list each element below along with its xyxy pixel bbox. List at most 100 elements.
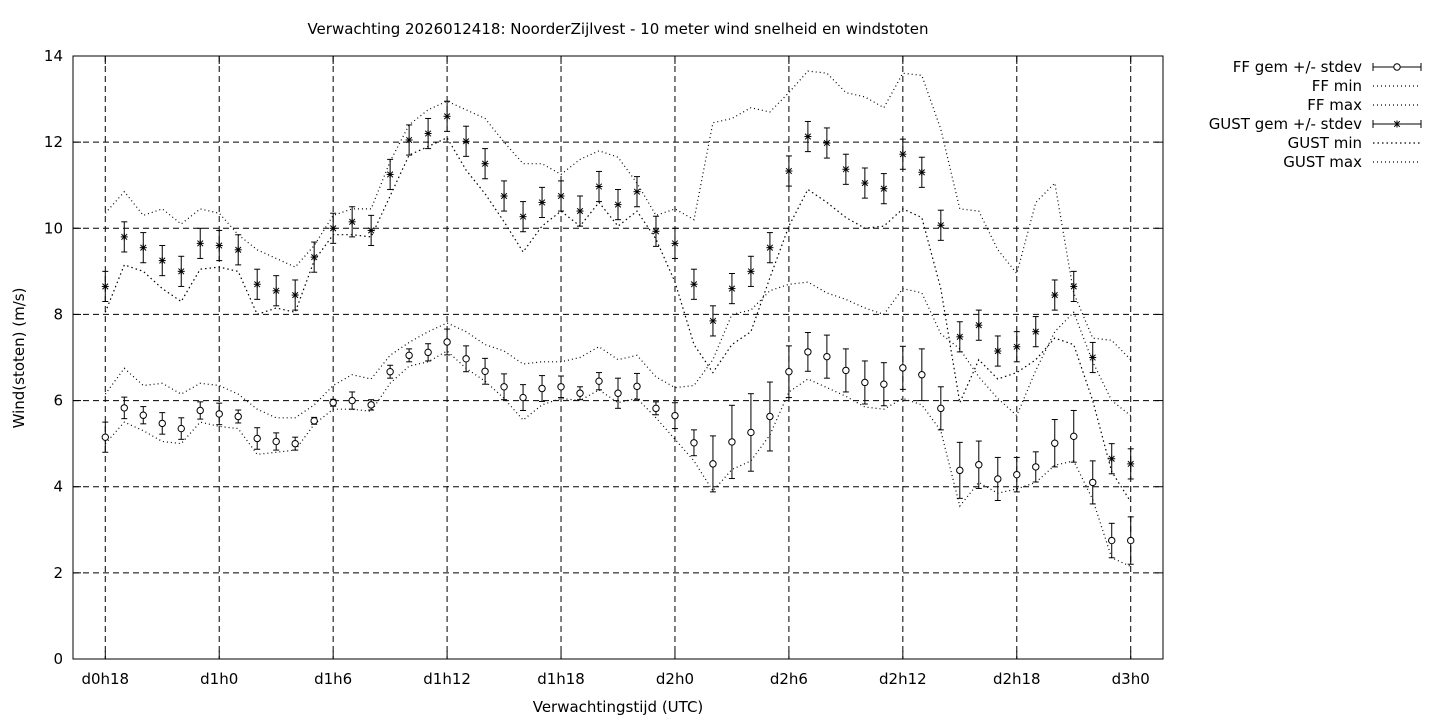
data-point xyxy=(1013,470,1021,479)
data-point xyxy=(956,466,964,475)
y-tick-label: 10 xyxy=(44,219,63,237)
series-layer xyxy=(101,70,1135,567)
data-point xyxy=(614,201,622,208)
legend-label: GUST min xyxy=(1288,134,1362,152)
data-point xyxy=(1089,354,1096,361)
legend-label: GUST gem +/- stdev xyxy=(1209,115,1362,133)
data-point xyxy=(197,240,204,247)
data-point xyxy=(842,166,850,173)
data-point xyxy=(500,192,508,200)
data-point xyxy=(102,283,109,290)
data-point xyxy=(216,242,223,249)
data-point xyxy=(500,383,508,391)
y-tick-label: 2 xyxy=(53,564,63,582)
data-point xyxy=(1108,536,1116,545)
data-point xyxy=(823,352,831,361)
data-point xyxy=(728,438,736,446)
data-point xyxy=(139,411,147,419)
y-tick-label: 4 xyxy=(53,478,63,496)
x-tick-label: d0h18 xyxy=(81,670,129,688)
data-point xyxy=(348,396,356,405)
data-point xyxy=(1070,283,1077,290)
data-point xyxy=(690,281,698,288)
data-point xyxy=(538,199,546,206)
data-point xyxy=(652,228,660,235)
x-tick-label: d2h18 xyxy=(993,670,1041,688)
y-axis-label: Wind(stoten) (m/s) xyxy=(10,288,28,429)
series-ff-min xyxy=(104,350,1131,567)
data-point xyxy=(158,419,166,428)
x-tick-label: d1h18 xyxy=(537,670,585,688)
data-point xyxy=(937,404,945,413)
data-point xyxy=(728,285,736,292)
data-point xyxy=(405,136,413,144)
data-point xyxy=(937,222,944,229)
data-point xyxy=(253,434,261,443)
data-point xyxy=(899,364,907,372)
data-point xyxy=(196,406,204,415)
chart-title: Verwachting 2026012418: NoorderZijlvest … xyxy=(307,20,928,38)
x-tick-label: d3h0 xyxy=(1112,670,1150,688)
data-point xyxy=(291,439,299,448)
series-gust-max xyxy=(104,70,1132,361)
series-line-ff-min xyxy=(104,350,1131,567)
x-tick-label: d1h12 xyxy=(423,670,471,688)
data-point xyxy=(140,244,147,251)
data-point xyxy=(709,317,717,325)
y-tick-label: 8 xyxy=(53,305,63,323)
data-point xyxy=(386,171,394,178)
plot-frame xyxy=(72,55,1164,660)
data-point xyxy=(215,410,223,418)
x-tick-label: d2h6 xyxy=(770,670,808,688)
data-point xyxy=(519,393,527,402)
data-point xyxy=(443,338,451,346)
x-axis-label: Verwachtingstijd (UTC) xyxy=(533,698,704,716)
data-point xyxy=(310,417,318,425)
data-point xyxy=(975,461,983,469)
data-point xyxy=(918,371,926,379)
data-point xyxy=(178,268,185,275)
data-point xyxy=(481,160,489,167)
data-point xyxy=(804,133,812,140)
data-point xyxy=(614,389,622,397)
data-point xyxy=(519,213,527,220)
y-tick-label: 12 xyxy=(44,133,63,151)
x-tick-label: d2h0 xyxy=(656,670,694,688)
data-point xyxy=(1127,460,1134,468)
data-point xyxy=(747,268,755,275)
legend-label: GUST max xyxy=(1283,153,1362,171)
x-tick-label: d1h0 xyxy=(200,670,238,688)
data-point xyxy=(1070,432,1078,441)
data-point xyxy=(120,404,128,412)
data-point xyxy=(1032,328,1039,335)
data-point xyxy=(880,380,888,388)
data-point xyxy=(1032,463,1040,471)
data-point xyxy=(367,401,375,409)
data-point xyxy=(462,355,470,363)
data-point xyxy=(311,253,318,261)
data-point xyxy=(785,368,793,376)
data-point xyxy=(254,281,261,288)
data-point xyxy=(633,382,641,391)
data-point xyxy=(1108,455,1115,462)
data-point xyxy=(671,411,679,420)
data-point xyxy=(918,169,925,176)
data-point xyxy=(1089,478,1097,487)
axis-ticks: 0 2 4 6 8 10 12 14 d0h18 d1h0 d1h6 d1h12 d1h18 d2h0 d2… xyxy=(44,47,1163,688)
data-point xyxy=(101,433,109,441)
data-point xyxy=(481,367,489,375)
data-point xyxy=(861,179,869,187)
data-point xyxy=(1013,343,1020,350)
legend-label: FF min xyxy=(1312,77,1362,95)
data-point xyxy=(880,185,888,192)
data-point xyxy=(443,113,451,120)
data-point xyxy=(1051,439,1059,447)
data-point xyxy=(292,291,299,299)
data-point xyxy=(785,167,793,175)
data-point xyxy=(633,188,641,195)
data-point xyxy=(823,139,831,147)
data-point xyxy=(557,383,565,391)
